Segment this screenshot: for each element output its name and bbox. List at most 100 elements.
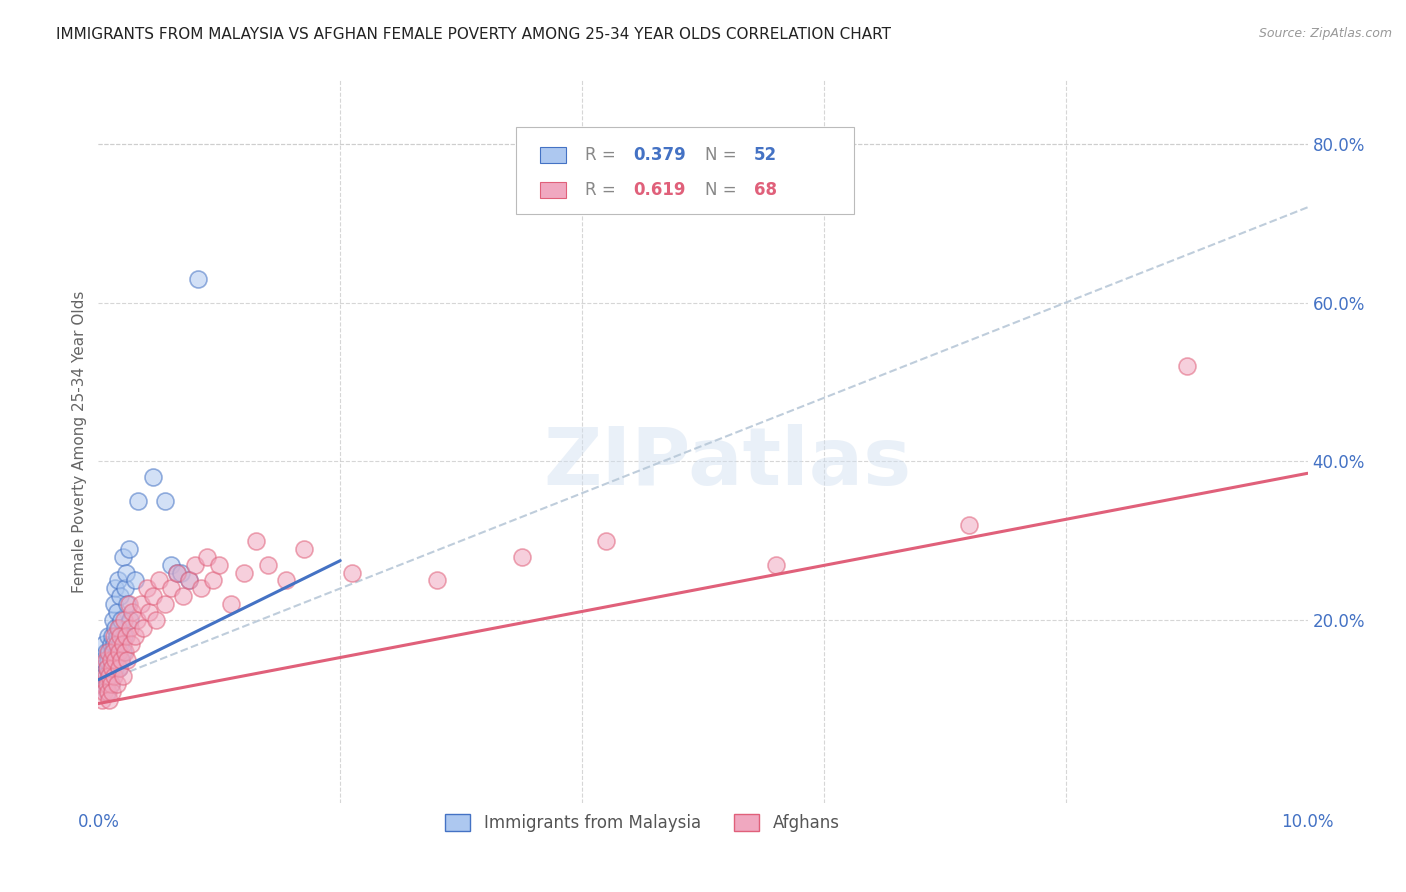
Point bbox=[100, 637, 122, 651]
Point bbox=[111, 549, 134, 564]
Point bbox=[169, 566, 191, 580]
Point bbox=[101, 653, 124, 667]
Point bbox=[94, 645, 117, 659]
Point bbox=[124, 629, 146, 643]
Text: N =: N = bbox=[706, 181, 742, 199]
Point bbox=[91, 653, 114, 667]
Point bbox=[94, 653, 117, 667]
Point bbox=[179, 574, 201, 588]
Point bbox=[118, 613, 141, 627]
Point bbox=[91, 661, 114, 675]
Point bbox=[103, 637, 125, 651]
Point bbox=[97, 645, 120, 659]
Point bbox=[104, 661, 127, 675]
Point bbox=[121, 605, 143, 619]
Point bbox=[292, 541, 315, 556]
Point bbox=[172, 590, 194, 604]
Point bbox=[93, 669, 115, 683]
Text: N =: N = bbox=[706, 145, 742, 164]
Point bbox=[107, 621, 129, 635]
Point bbox=[110, 653, 132, 667]
Point bbox=[103, 629, 125, 643]
Point bbox=[115, 629, 138, 643]
Point bbox=[111, 637, 134, 651]
Point bbox=[108, 621, 131, 635]
Text: ZIPatlas: ZIPatlas bbox=[543, 425, 911, 502]
Point bbox=[274, 574, 297, 588]
Point bbox=[142, 470, 165, 484]
Point bbox=[184, 558, 207, 572]
Point bbox=[1175, 359, 1198, 373]
Point bbox=[138, 605, 160, 619]
Point bbox=[117, 653, 139, 667]
Point bbox=[145, 613, 167, 627]
Point bbox=[256, 558, 278, 572]
Point bbox=[166, 566, 188, 580]
Point bbox=[98, 692, 121, 706]
Text: R =: R = bbox=[585, 181, 620, 199]
Point bbox=[100, 676, 122, 690]
Point bbox=[179, 574, 201, 588]
Point bbox=[232, 566, 254, 580]
Point bbox=[187, 272, 209, 286]
Point bbox=[108, 590, 131, 604]
Point bbox=[108, 661, 131, 675]
Point bbox=[110, 613, 132, 627]
Point bbox=[97, 629, 120, 643]
Point bbox=[101, 613, 124, 627]
Point bbox=[103, 669, 125, 683]
Point bbox=[100, 653, 122, 667]
Point bbox=[103, 597, 125, 611]
Point bbox=[94, 669, 117, 683]
Point bbox=[96, 676, 118, 690]
Point bbox=[208, 558, 231, 572]
Point bbox=[118, 541, 141, 556]
Point bbox=[426, 574, 449, 588]
Point bbox=[112, 613, 135, 627]
Text: 52: 52 bbox=[754, 145, 778, 164]
Point bbox=[120, 637, 142, 651]
Point bbox=[957, 517, 980, 532]
Point bbox=[148, 574, 170, 588]
Point bbox=[108, 645, 131, 659]
Point bbox=[132, 621, 155, 635]
Point bbox=[101, 645, 124, 659]
FancyBboxPatch shape bbox=[516, 128, 855, 214]
Point bbox=[96, 661, 118, 675]
FancyBboxPatch shape bbox=[540, 147, 567, 162]
Point bbox=[114, 645, 136, 659]
Text: IMMIGRANTS FROM MALAYSIA VS AFGHAN FEMALE POVERTY AMONG 25-34 YEAR OLDS CORRELAT: IMMIGRANTS FROM MALAYSIA VS AFGHAN FEMAL… bbox=[56, 27, 891, 42]
Point bbox=[245, 533, 267, 548]
Text: 0.379: 0.379 bbox=[633, 145, 686, 164]
Point bbox=[118, 597, 141, 611]
Point bbox=[96, 684, 118, 698]
Point bbox=[118, 621, 141, 635]
Point bbox=[108, 637, 131, 651]
Point bbox=[97, 653, 120, 667]
Point bbox=[190, 582, 212, 596]
Y-axis label: Female Poverty Among 25-34 Year Olds: Female Poverty Among 25-34 Year Olds bbox=[72, 291, 87, 592]
Point bbox=[112, 629, 135, 643]
Point bbox=[221, 597, 243, 611]
Point bbox=[195, 549, 218, 564]
Text: R =: R = bbox=[585, 145, 620, 164]
Point bbox=[110, 653, 132, 667]
Point bbox=[510, 549, 533, 564]
Point bbox=[105, 605, 128, 619]
Point bbox=[104, 653, 127, 667]
Point bbox=[98, 645, 121, 659]
Point bbox=[105, 676, 128, 690]
Point bbox=[91, 692, 114, 706]
Point bbox=[93, 684, 115, 698]
Point bbox=[104, 621, 127, 635]
Point bbox=[160, 558, 183, 572]
Point bbox=[100, 661, 122, 675]
Point bbox=[100, 661, 122, 675]
Point bbox=[595, 533, 617, 548]
Point bbox=[202, 574, 225, 588]
Point bbox=[153, 494, 176, 508]
Point bbox=[105, 637, 128, 651]
Point bbox=[91, 676, 114, 690]
Point bbox=[100, 676, 122, 690]
Point bbox=[105, 645, 128, 659]
